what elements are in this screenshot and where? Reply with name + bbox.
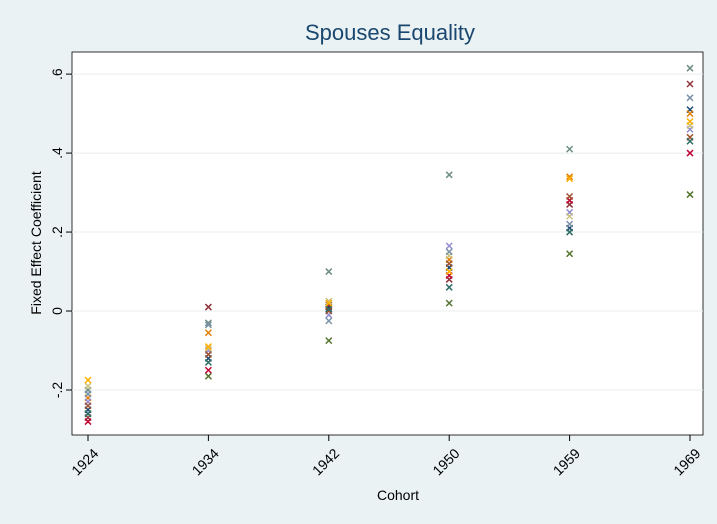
- marker: [566, 228, 574, 236]
- marker: [204, 303, 212, 311]
- marker: [204, 319, 212, 327]
- marker: [686, 117, 694, 126]
- marker: [566, 220, 574, 228]
- marker: [204, 344, 212, 353]
- marker: [686, 94, 694, 102]
- marker: [84, 382, 92, 390]
- marker: [566, 175, 574, 183]
- marker: [204, 343, 212, 351]
- marker: [325, 317, 333, 325]
- marker: [325, 299, 333, 307]
- y-tick-label: .6: [49, 68, 65, 80]
- marker: [204, 366, 212, 374]
- marker: [445, 260, 453, 268]
- marker: [686, 64, 694, 72]
- marker: [445, 268, 453, 276]
- marker: [325, 305, 333, 313]
- marker: [445, 242, 453, 250]
- marker: [204, 321, 212, 329]
- y-axis-title: Fixed Effect Coefficient: [28, 171, 44, 315]
- marker: [84, 376, 92, 384]
- plot-area: [71, 51, 704, 436]
- marker: [686, 191, 694, 199]
- marker: [325, 337, 333, 345]
- marker: [445, 299, 453, 307]
- marker: [445, 283, 453, 291]
- marker: [204, 350, 212, 358]
- marker: [566, 192, 574, 201]
- marker: [445, 171, 453, 179]
- marker: [204, 372, 212, 380]
- marker: [686, 137, 694, 145]
- marker: [445, 248, 453, 256]
- marker: [325, 268, 333, 276]
- marker: [325, 297, 333, 305]
- chart-title: Spouses Equality: [305, 20, 475, 45]
- marker: [84, 418, 92, 426]
- y-tick-label: 0: [49, 307, 65, 315]
- marker: [566, 212, 574, 220]
- marker: [204, 358, 212, 366]
- marker: [204, 329, 212, 337]
- marker: [686, 110, 694, 118]
- marker: [686, 149, 694, 157]
- marker: [686, 80, 694, 88]
- marker: [325, 307, 333, 315]
- marker: [566, 173, 574, 181]
- y-tick-label: .4: [49, 147, 65, 159]
- y-tick-label: -.2: [49, 382, 65, 399]
- marker: [84, 390, 92, 398]
- marker: [566, 250, 574, 258]
- marker: [566, 145, 574, 153]
- x-axis-title: Cohort: [377, 487, 419, 503]
- marker: [84, 410, 92, 418]
- y-tick-label: .2: [49, 226, 65, 238]
- marker: [84, 402, 92, 410]
